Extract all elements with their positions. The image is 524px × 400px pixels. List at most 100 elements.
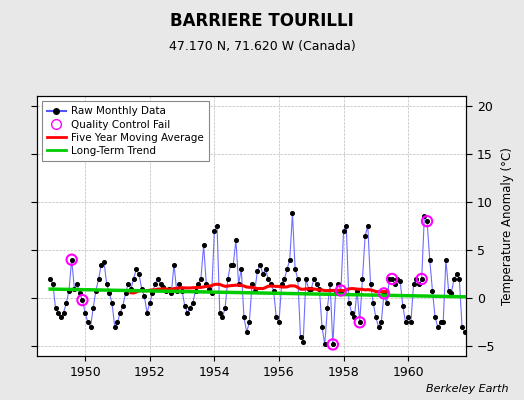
Point — [243, 329, 251, 335]
Point — [86, 324, 95, 330]
Point — [256, 261, 264, 268]
Point — [347, 310, 356, 316]
Point — [146, 300, 154, 306]
Point — [372, 314, 380, 321]
Point — [46, 276, 54, 282]
Point — [401, 319, 410, 326]
Point — [307, 285, 315, 292]
Point — [172, 287, 181, 294]
Point — [253, 268, 261, 274]
Point — [434, 324, 442, 330]
Point — [377, 319, 386, 326]
Point — [356, 319, 364, 326]
Point — [337, 287, 345, 294]
Point — [334, 280, 342, 287]
Point — [200, 242, 208, 248]
Point — [245, 319, 254, 326]
Legend: Raw Monthly Data, Quality Control Fail, Five Year Moving Average, Long-Term Tren: Raw Monthly Data, Quality Control Fail, … — [42, 101, 209, 161]
Point — [458, 324, 466, 330]
Point — [366, 280, 375, 287]
Point — [390, 280, 399, 287]
Point — [178, 287, 186, 294]
Point — [385, 276, 394, 282]
Point — [54, 310, 62, 316]
Point — [57, 314, 65, 321]
Point — [364, 223, 372, 229]
Point — [447, 290, 455, 297]
Point — [388, 276, 396, 282]
Point — [304, 285, 313, 292]
Point — [299, 338, 308, 345]
Point — [248, 280, 256, 287]
Point — [240, 314, 248, 321]
Point — [329, 341, 337, 348]
Point — [356, 319, 364, 326]
Point — [170, 261, 178, 268]
Point — [132, 266, 140, 272]
Point — [312, 280, 321, 287]
Point — [219, 314, 227, 321]
Point — [442, 256, 450, 263]
Point — [49, 280, 57, 287]
Point — [444, 287, 453, 294]
Point — [283, 266, 291, 272]
Point — [350, 314, 358, 321]
Point — [162, 287, 170, 294]
Point — [275, 319, 283, 326]
Point — [288, 210, 297, 217]
Point — [118, 303, 127, 309]
Text: 47.170 N, 71.620 W (Canada): 47.170 N, 71.620 W (Canada) — [169, 40, 355, 53]
Point — [75, 290, 84, 297]
Point — [396, 278, 405, 284]
Point — [103, 280, 111, 287]
Point — [229, 261, 237, 268]
Point — [137, 285, 146, 292]
Point — [337, 287, 345, 294]
Point — [342, 223, 351, 229]
Point — [297, 334, 305, 340]
Point — [250, 287, 259, 294]
Point — [302, 276, 310, 282]
Point — [326, 280, 334, 287]
Point — [380, 290, 388, 297]
Point — [453, 271, 461, 277]
Point — [409, 280, 418, 287]
Point — [73, 280, 81, 287]
Point — [51, 305, 60, 311]
Point — [154, 276, 162, 282]
Point — [450, 276, 458, 282]
Point — [94, 276, 103, 282]
Point — [159, 284, 167, 290]
Point — [280, 276, 289, 282]
Point — [78, 297, 86, 303]
Point — [415, 280, 423, 287]
Point — [361, 232, 369, 239]
Point — [181, 303, 189, 309]
Point — [404, 314, 412, 321]
Point — [226, 261, 235, 268]
Point — [70, 285, 79, 292]
Point — [92, 287, 100, 294]
Point — [108, 300, 116, 306]
Point — [105, 290, 114, 297]
Point — [186, 305, 194, 311]
Point — [321, 341, 329, 348]
Point — [84, 319, 92, 326]
Text: Berkeley Earth: Berkeley Earth — [426, 384, 508, 394]
Point — [439, 319, 447, 326]
Point — [261, 266, 270, 272]
Point — [269, 287, 278, 294]
Point — [165, 285, 173, 292]
Point — [78, 297, 86, 303]
Point — [431, 314, 439, 321]
Point — [65, 287, 73, 294]
Point — [124, 280, 133, 287]
Point — [175, 280, 183, 287]
Point — [380, 290, 388, 297]
Point — [358, 276, 367, 282]
Point — [215, 310, 224, 316]
Point — [167, 290, 176, 297]
Point — [156, 280, 165, 287]
Point — [340, 228, 348, 234]
Point — [315, 285, 323, 292]
